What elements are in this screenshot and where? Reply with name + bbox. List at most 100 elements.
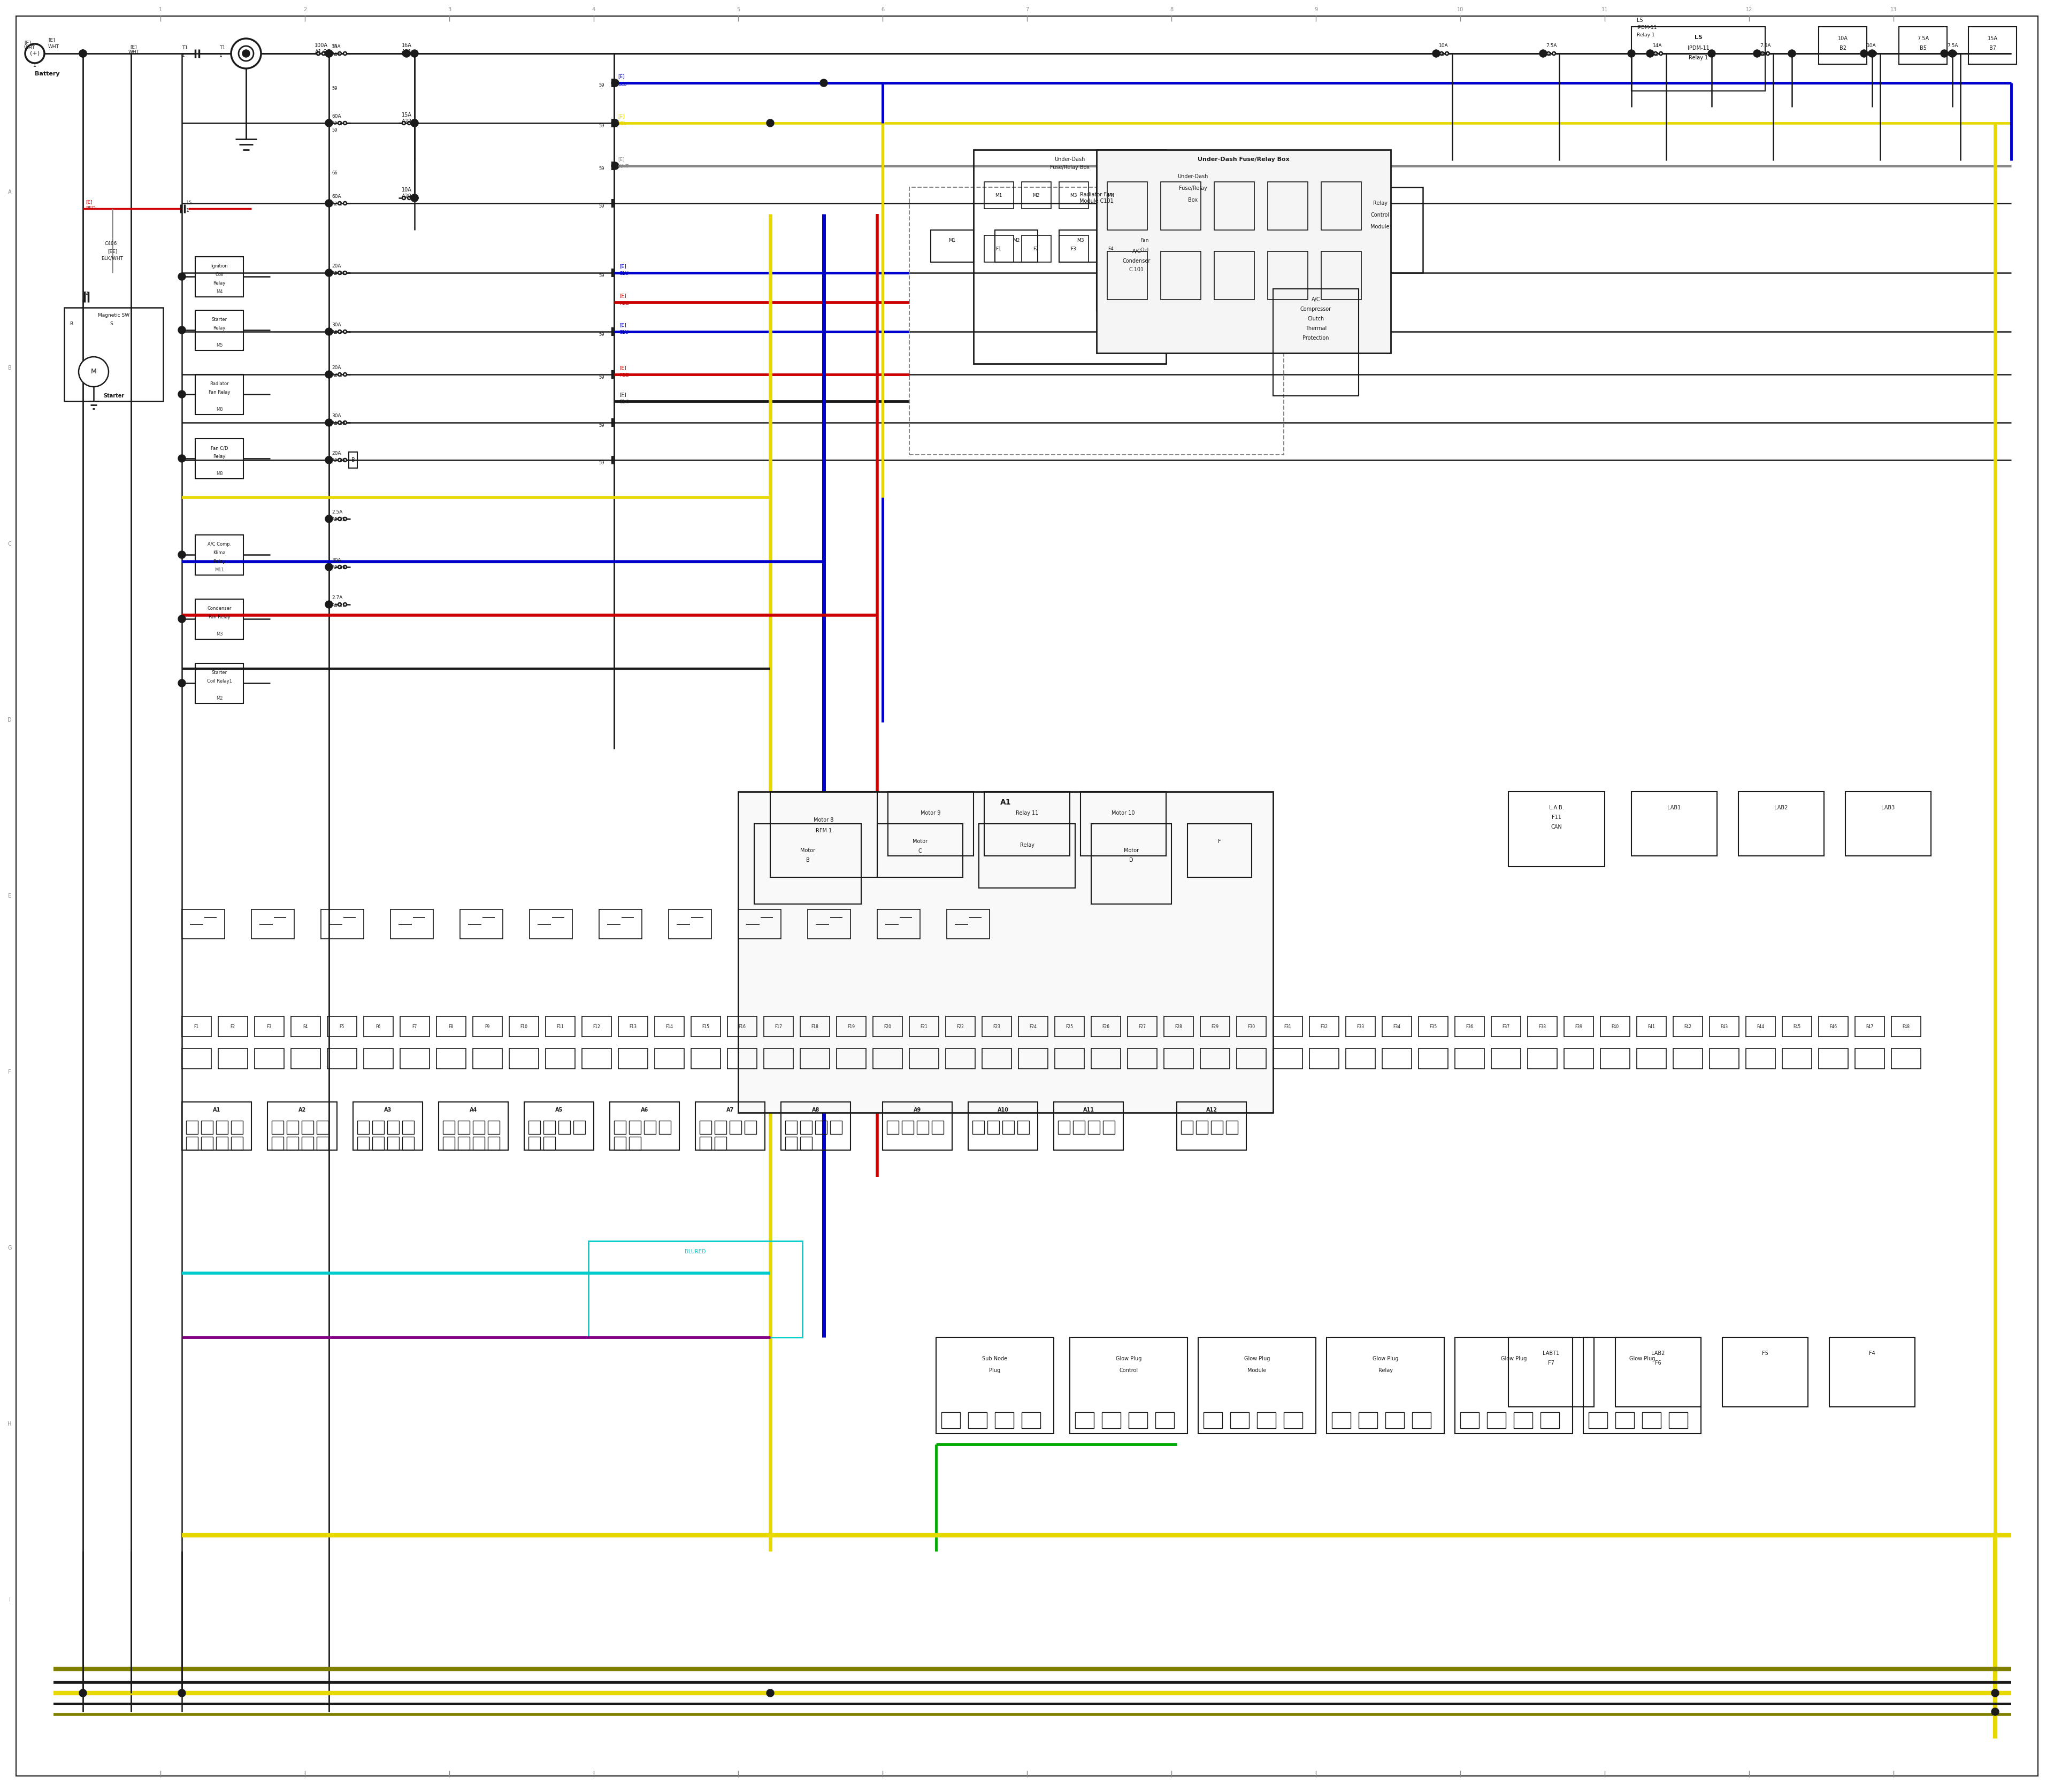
Circle shape xyxy=(1992,1708,1999,1715)
Text: M2: M2 xyxy=(1013,238,1021,244)
Bar xyxy=(1321,181,1362,229)
Bar xyxy=(1226,1120,1239,1134)
Bar xyxy=(1508,792,1604,867)
Bar xyxy=(801,1016,830,1038)
Bar xyxy=(1331,1412,1352,1428)
Bar xyxy=(764,1048,793,1068)
Text: F40: F40 xyxy=(1610,1023,1619,1029)
Bar xyxy=(364,1048,392,1068)
Bar xyxy=(1631,792,1717,857)
Bar xyxy=(1419,1016,1448,1038)
Bar xyxy=(1212,1120,1222,1134)
Circle shape xyxy=(411,194,419,202)
Text: Radiator Fan
Module C101: Radiator Fan Module C101 xyxy=(1080,192,1113,204)
Bar xyxy=(528,1136,540,1150)
Bar xyxy=(1345,1016,1376,1038)
Text: A10: A10 xyxy=(998,1107,1009,1113)
Circle shape xyxy=(339,421,341,425)
Circle shape xyxy=(1553,52,1555,56)
Bar xyxy=(945,1048,976,1068)
Text: A: A xyxy=(8,190,12,195)
Text: F18: F18 xyxy=(811,1023,817,1029)
Circle shape xyxy=(1709,50,1715,57)
Bar xyxy=(288,1136,298,1150)
Bar xyxy=(1337,186,1423,272)
Bar xyxy=(1128,1016,1156,1038)
Circle shape xyxy=(339,271,341,274)
Bar xyxy=(1080,792,1167,857)
Bar xyxy=(1614,1337,1701,1407)
Bar xyxy=(401,1016,429,1038)
Bar xyxy=(1060,229,1101,262)
Circle shape xyxy=(325,328,333,335)
Circle shape xyxy=(1992,1690,1999,1697)
Text: 10: 10 xyxy=(1456,7,1465,13)
Text: Sub Node: Sub Node xyxy=(982,1357,1009,1362)
Text: L5: L5 xyxy=(1695,34,1703,39)
Circle shape xyxy=(179,272,185,280)
Bar xyxy=(1892,1016,1920,1038)
Bar xyxy=(1384,1412,1405,1428)
Bar xyxy=(1097,181,1126,208)
Text: F36: F36 xyxy=(1467,1023,1473,1029)
Bar xyxy=(670,909,711,939)
Bar xyxy=(754,824,861,903)
Bar xyxy=(1161,251,1202,299)
Bar xyxy=(1054,1102,1124,1150)
Circle shape xyxy=(78,357,109,387)
Bar xyxy=(1528,1048,1557,1068)
Bar xyxy=(573,1120,585,1134)
Text: [E]: [E] xyxy=(620,294,626,297)
Text: T1: T1 xyxy=(183,47,187,50)
Text: A7: A7 xyxy=(727,1107,733,1113)
Bar xyxy=(614,1120,626,1134)
Text: M2: M2 xyxy=(1033,194,1039,197)
Circle shape xyxy=(339,566,341,568)
Bar xyxy=(403,1136,415,1150)
Bar xyxy=(1454,1337,1573,1434)
Text: F23: F23 xyxy=(992,1023,1000,1029)
Bar xyxy=(1091,1016,1121,1038)
Bar xyxy=(984,235,1013,262)
Text: BLU: BLU xyxy=(620,271,629,276)
Bar xyxy=(509,1016,538,1038)
Bar xyxy=(1091,1048,1121,1068)
Bar xyxy=(1746,1016,1775,1038)
Circle shape xyxy=(343,373,347,376)
Bar xyxy=(1091,824,1171,903)
Text: Control: Control xyxy=(1370,213,1389,217)
Circle shape xyxy=(325,563,333,572)
Text: A2: A2 xyxy=(1653,52,1660,57)
Bar xyxy=(357,1120,370,1134)
Bar xyxy=(1844,792,1931,857)
Text: F47: F47 xyxy=(1865,1023,1873,1029)
Text: RED: RED xyxy=(86,206,97,211)
Text: M1: M1 xyxy=(994,194,1002,197)
Bar xyxy=(1600,1048,1629,1068)
Bar xyxy=(941,1412,959,1428)
Text: Magnetic SW: Magnetic SW xyxy=(99,314,129,317)
Text: Thermal: Thermal xyxy=(1304,326,1327,332)
Circle shape xyxy=(343,52,347,56)
Bar xyxy=(1709,1048,1740,1068)
Bar xyxy=(372,1120,384,1134)
Text: A1-6: A1-6 xyxy=(314,48,327,54)
Text: 10A: 10A xyxy=(1838,36,1849,41)
Text: Motor: Motor xyxy=(912,839,928,844)
Text: F3: F3 xyxy=(1070,246,1076,251)
Text: M8: M8 xyxy=(216,407,222,412)
Bar xyxy=(271,1120,283,1134)
Circle shape xyxy=(339,518,341,520)
Text: Under-Dash: Under-Dash xyxy=(1177,174,1208,179)
Bar xyxy=(472,1120,485,1134)
Text: F5: F5 xyxy=(1762,1351,1768,1357)
Text: F17: F17 xyxy=(774,1023,783,1029)
Text: F8: F8 xyxy=(448,1023,454,1029)
Text: Condenser: Condenser xyxy=(1124,258,1150,263)
Bar xyxy=(984,181,1013,208)
Text: F39: F39 xyxy=(1575,1023,1582,1029)
Bar xyxy=(509,1048,538,1068)
Text: F26: F26 xyxy=(1101,1023,1109,1029)
Text: YEL: YEL xyxy=(618,122,626,127)
Bar xyxy=(255,1048,283,1068)
